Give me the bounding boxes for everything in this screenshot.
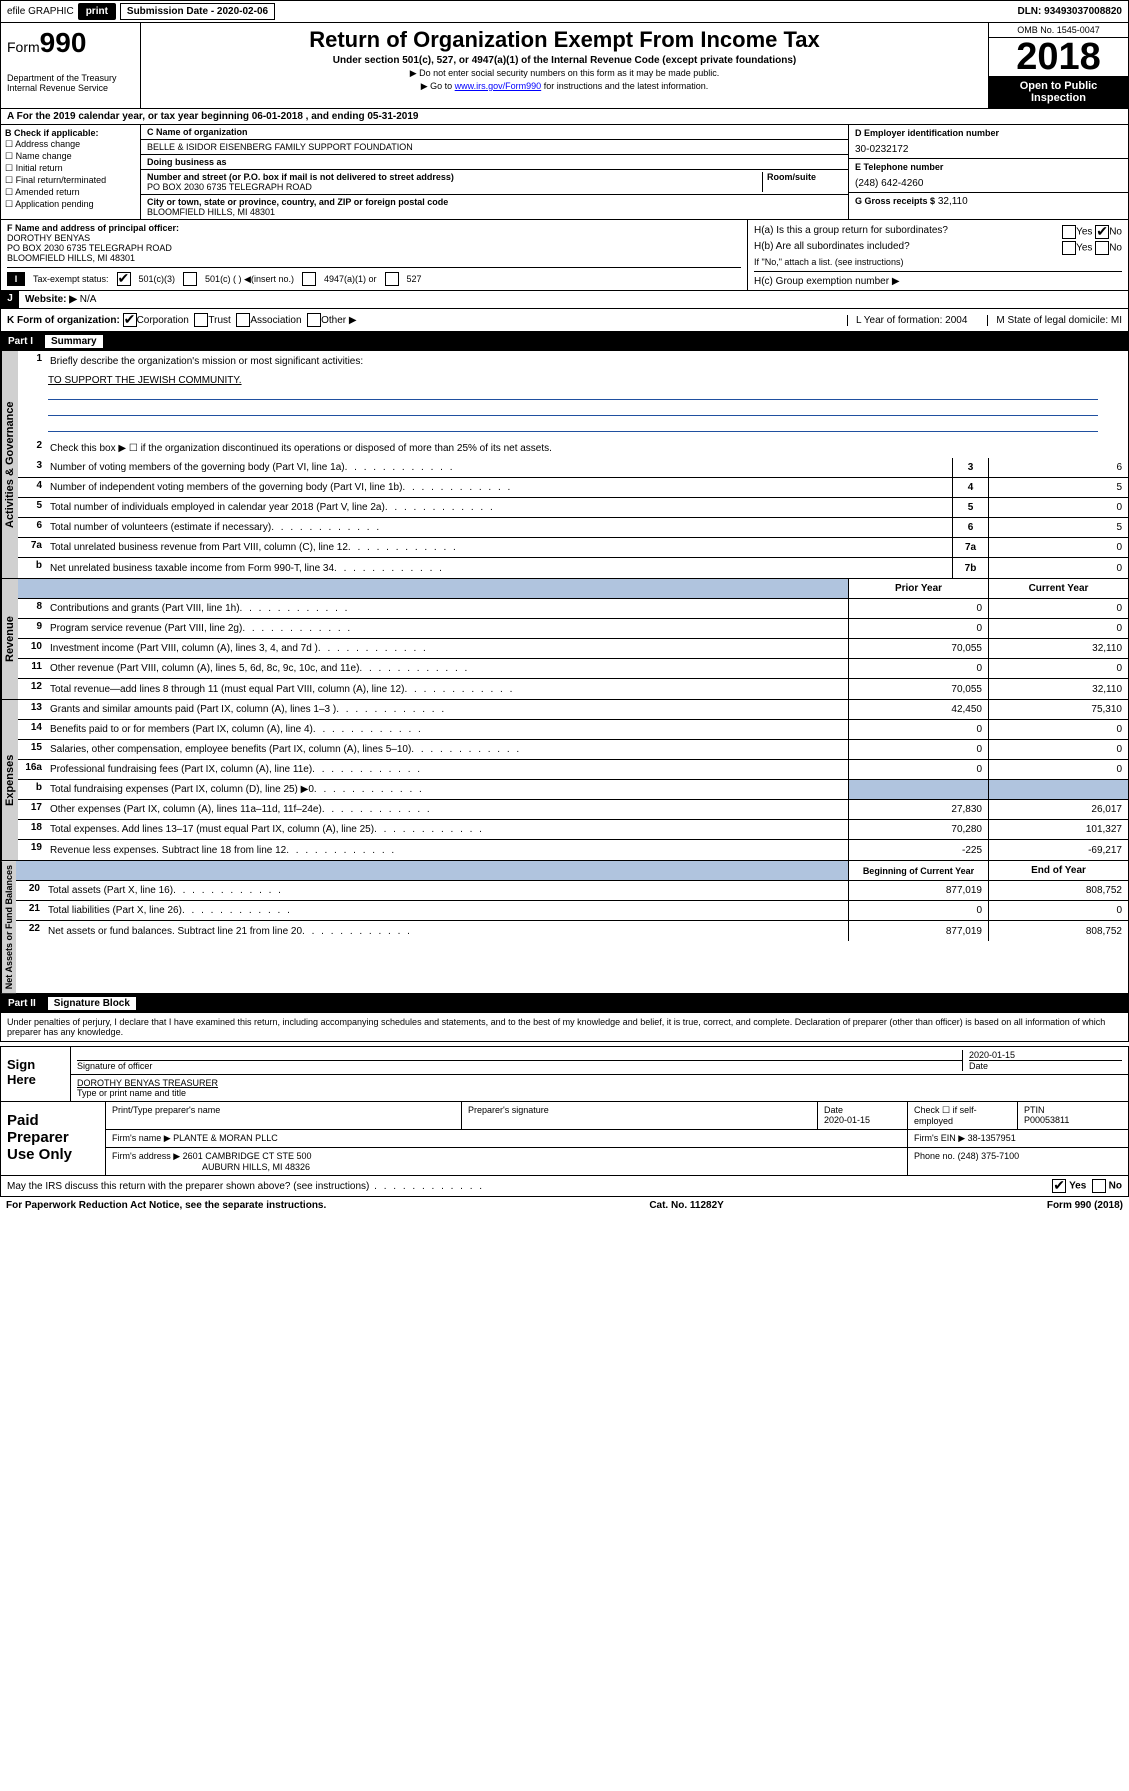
chk-address[interactable]: ☐ Address change — [5, 139, 136, 150]
chk-other[interactable] — [307, 313, 321, 327]
chk-assoc[interactable] — [236, 313, 250, 327]
officer-sig-name: DOROTHY BENYAS TREASURER — [77, 1078, 1122, 1088]
table-row: 20 Total assets (Part X, line 16) 877,01… — [16, 881, 1128, 901]
table-row: 14 Benefits paid to or for members (Part… — [18, 720, 1128, 740]
box-h: H(a) Is this a group return for subordin… — [748, 220, 1128, 290]
chk-amended[interactable]: ☐ Amended return — [5, 187, 136, 198]
website: N/A — [80, 294, 97, 305]
form-title: Return of Organization Exempt From Incom… — [147, 27, 982, 53]
table-row: 4 Number of independent voting members o… — [18, 478, 1128, 498]
paid-preparer-block: Paid Preparer Use Only Print/Type prepar… — [0, 1102, 1129, 1176]
table-row: 9 Program service revenue (Part VIII, li… — [18, 619, 1128, 639]
side-rev: Revenue — [1, 579, 18, 699]
label-j: J — [1, 291, 19, 308]
topbar: efile GRAPHIC print Submission Date - 20… — [0, 0, 1129, 23]
table-row: 7a Total unrelated business revenue from… — [18, 538, 1128, 558]
discuss-yes[interactable] — [1052, 1179, 1066, 1193]
note-link: ▶ Go to www.irs.gov/Form990 for instruct… — [147, 81, 982, 92]
header-right: OMB No. 1545-0047 2018 Open to Public In… — [988, 23, 1128, 108]
table-row: 22 Net assets or fund balances. Subtract… — [16, 921, 1128, 941]
table-row: 3 Number of voting members of the govern… — [18, 458, 1128, 478]
footer: For Paperwork Reduction Act Notice, see … — [0, 1197, 1129, 1214]
chk-name[interactable]: ☐ Name change — [5, 151, 136, 162]
header-center: Return of Organization Exempt From Incom… — [141, 23, 988, 108]
sign-here-block: Sign Here Signature of officer 2020-01-1… — [0, 1046, 1129, 1102]
prep-phone: (248) 375-7100 — [958, 1151, 1020, 1161]
gross-receipts: 32,110 — [938, 196, 968, 207]
year-formation: L Year of formation: 2004 — [847, 315, 967, 326]
open-public: Open to Public Inspection — [989, 76, 1128, 108]
chk-trust[interactable] — [194, 313, 208, 327]
table-row: 16a Professional fundraising fees (Part … — [18, 760, 1128, 780]
table-row: 6 Total number of volunteers (estimate i… — [18, 518, 1128, 538]
chk-501c3[interactable] — [117, 272, 131, 286]
row-k: K Form of organization: Corporation Trus… — [0, 309, 1129, 332]
form-prefix: Form — [7, 39, 40, 55]
side-net: Net Assets or Fund Balances — [1, 861, 16, 993]
period-row: A For the 2019 calendar year, or tax yea… — [0, 109, 1129, 125]
table-row: 17 Other expenses (Part IX, column (A), … — [18, 800, 1128, 820]
ptin: P00053811 — [1024, 1115, 1069, 1125]
discuss-row: May the IRS discuss this return with the… — [0, 1176, 1129, 1197]
form-subtitle: Under section 501(c), 527, or 4947(a)(1)… — [147, 55, 982, 66]
header-left: Form990 Department of the Treasury Inter… — [1, 23, 141, 108]
section-fh: F Name and address of principal officer:… — [0, 220, 1129, 291]
state-domicile: M State of legal domicile: MI — [987, 315, 1122, 326]
officer-name: DOROTHY BENYAS — [7, 233, 741, 243]
row-j: J Website: ▶ N/A — [0, 291, 1129, 309]
declaration: Under penalties of perjury, I declare th… — [0, 1013, 1129, 1042]
part1-header: Part I Summary — [0, 332, 1129, 351]
box-de: D Employer identification number30-02321… — [848, 125, 1128, 219]
chk-501c[interactable] — [183, 272, 197, 286]
dln: DLN: 93493037008820 — [1011, 4, 1128, 19]
chk-527[interactable] — [385, 272, 399, 286]
chk-corp[interactable] — [123, 313, 137, 327]
box-f: F Name and address of principal officer:… — [1, 220, 748, 290]
form-header: Form990 Department of the Treasury Inter… — [0, 23, 1129, 109]
irs-link[interactable]: www.irs.gov/Form990 — [455, 81, 542, 91]
form-number: 990 — [40, 27, 87, 58]
chk-pending[interactable]: ☐ Application pending — [5, 199, 136, 210]
box-b: B Check if applicable: ☐ Address change … — [1, 125, 141, 219]
table-row: 21 Total liabilities (Part X, line 26) 0… — [16, 901, 1128, 921]
table-row: 12 Total revenue—add lines 8 through 11 … — [18, 679, 1128, 699]
note-ssn: ▶ Do not enter social security numbers o… — [147, 68, 982, 79]
print-button[interactable]: print — [78, 3, 116, 20]
table-row: 10 Investment income (Part VIII, column … — [18, 639, 1128, 659]
topbar-left: efile GRAPHIC print Submission Date - 20… — [1, 1, 281, 22]
submission-date: Submission Date - 2020-02-06 — [120, 3, 275, 20]
firm-name: PLANTE & MORAN PLLC — [173, 1133, 278, 1143]
org-addr: PO BOX 2030 6735 TELEGRAPH ROAD — [147, 182, 312, 192]
table-row: 15 Salaries, other compensation, employe… — [18, 740, 1128, 760]
section-bcde: B Check if applicable: ☐ Address change … — [0, 125, 1129, 220]
table-row: 19 Revenue less expenses. Subtract line … — [18, 840, 1128, 860]
side-gov: Activities & Governance — [1, 351, 18, 578]
box-c: C Name of organization BELLE & ISIDOR EI… — [141, 125, 848, 219]
part1-body: Activities & Governance 1Briefly describ… — [0, 351, 1129, 994]
chk-4947[interactable] — [302, 272, 316, 286]
efile-label: efile GRAPHIC — [7, 6, 74, 17]
side-exp: Expenses — [1, 700, 18, 860]
discuss-no[interactable] — [1092, 1179, 1106, 1193]
part2-header: Part II Signature Block — [0, 994, 1129, 1013]
chk-initial[interactable]: ☐ Initial return — [5, 163, 136, 174]
chk-final[interactable]: ☐ Final return/terminated — [5, 175, 136, 186]
org-name: BELLE & ISIDOR EISENBERG FAMILY SUPPORT … — [147, 142, 413, 152]
table-row: 11 Other revenue (Part VIII, column (A),… — [18, 659, 1128, 679]
mission: TO SUPPORT THE JEWISH COMMUNITY. — [18, 371, 1128, 438]
label-i: I — [7, 272, 25, 286]
phone: (248) 642-4260 — [855, 178, 1122, 189]
ein: 30-0232172 — [855, 144, 1122, 155]
table-row: b Net unrelated business taxable income … — [18, 558, 1128, 578]
table-row: 18 Total expenses. Add lines 13–17 (must… — [18, 820, 1128, 840]
firm-ein: 38-1357951 — [968, 1133, 1016, 1143]
table-row: 8 Contributions and grants (Part VIII, l… — [18, 599, 1128, 619]
table-row: b Total fundraising expenses (Part IX, c… — [18, 780, 1128, 800]
tax-year: 2018 — [989, 38, 1128, 76]
table-row: 5 Total number of individuals employed i… — [18, 498, 1128, 518]
dept: Department of the Treasury Internal Reve… — [7, 73, 134, 93]
org-city: BLOOMFIELD HILLS, MI 48301 — [147, 207, 275, 217]
table-row: 13 Grants and similar amounts paid (Part… — [18, 700, 1128, 720]
